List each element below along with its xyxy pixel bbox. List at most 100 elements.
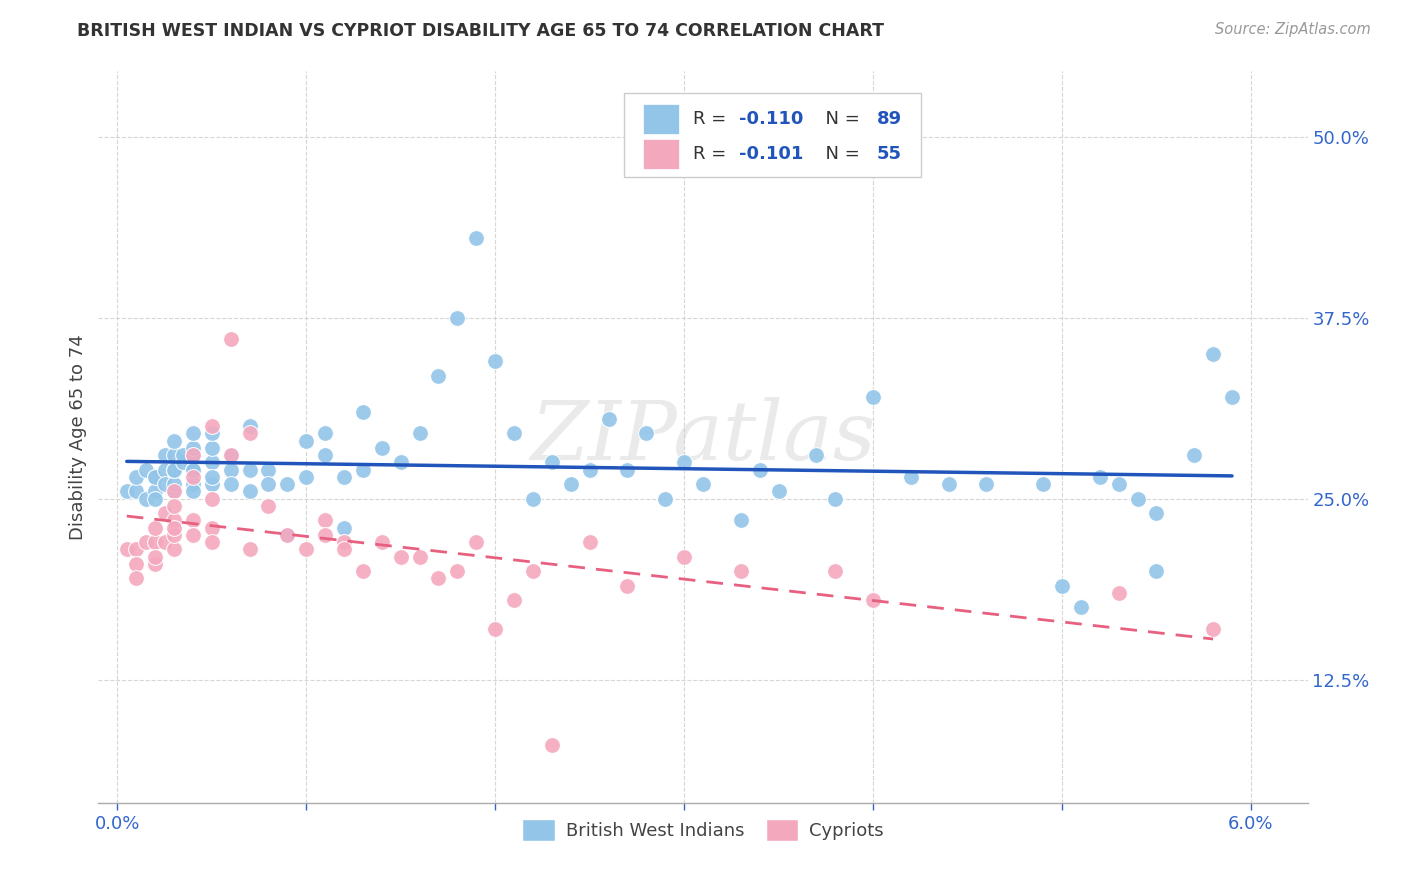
Point xyxy=(181,463,204,477)
Point xyxy=(181,484,204,499)
FancyBboxPatch shape xyxy=(624,94,921,178)
Point xyxy=(163,463,186,477)
Point xyxy=(181,513,204,527)
Text: -0.101: -0.101 xyxy=(740,145,804,163)
Point xyxy=(371,535,394,549)
Point xyxy=(976,477,998,491)
Point xyxy=(181,477,204,491)
Point xyxy=(1050,578,1073,592)
Point xyxy=(143,549,166,564)
Point xyxy=(172,455,194,469)
Point xyxy=(143,557,166,571)
Point xyxy=(143,470,166,484)
Legend: British West Indians, Cypriots: British West Indians, Cypriots xyxy=(515,812,891,848)
Point xyxy=(276,477,298,491)
Point xyxy=(143,520,166,534)
Point xyxy=(125,542,148,557)
Point xyxy=(446,564,468,578)
Point xyxy=(163,542,186,557)
Point xyxy=(1202,347,1225,361)
Point xyxy=(748,463,770,477)
Y-axis label: Disability Age 65 to 74: Disability Age 65 to 74 xyxy=(69,334,87,540)
Point xyxy=(900,470,922,484)
Point xyxy=(201,520,224,534)
Point xyxy=(352,564,374,578)
Point xyxy=(824,564,846,578)
Point xyxy=(181,463,204,477)
Point xyxy=(219,448,242,462)
Point xyxy=(201,419,224,434)
Point xyxy=(163,463,186,477)
Point xyxy=(1126,491,1149,506)
Point xyxy=(389,455,412,469)
Point xyxy=(578,535,600,549)
Bar xyxy=(643,139,679,169)
Point xyxy=(163,528,186,542)
Point xyxy=(352,463,374,477)
Point xyxy=(201,441,224,455)
Point xyxy=(446,310,468,325)
Point xyxy=(181,470,204,484)
Point xyxy=(598,412,620,426)
Point xyxy=(314,426,336,441)
Point xyxy=(1108,586,1130,600)
Point xyxy=(257,463,280,477)
Point xyxy=(115,542,138,557)
Point xyxy=(333,535,356,549)
Point xyxy=(143,484,166,499)
Point xyxy=(295,470,318,484)
Point xyxy=(125,470,148,484)
Point xyxy=(125,484,148,499)
Point xyxy=(143,470,166,484)
Point xyxy=(153,506,176,520)
Point xyxy=(181,448,204,462)
Point xyxy=(201,426,224,441)
Point xyxy=(163,484,186,499)
Point xyxy=(1070,600,1092,615)
Point xyxy=(806,448,828,462)
Point xyxy=(484,354,506,368)
Point xyxy=(153,463,176,477)
Point xyxy=(295,542,318,557)
Point xyxy=(1108,477,1130,491)
Point xyxy=(153,477,176,491)
Point xyxy=(616,578,638,592)
Point xyxy=(654,491,676,506)
Point xyxy=(503,593,526,607)
Point xyxy=(408,426,430,441)
Point xyxy=(522,491,544,506)
Point xyxy=(522,564,544,578)
Text: Source: ZipAtlas.com: Source: ZipAtlas.com xyxy=(1215,22,1371,37)
Point xyxy=(239,484,262,499)
Point xyxy=(1088,470,1111,484)
Text: R =: R = xyxy=(693,145,733,163)
Point xyxy=(163,448,186,462)
Point xyxy=(938,477,960,491)
Point xyxy=(314,448,336,462)
Point xyxy=(125,571,148,585)
Point xyxy=(115,484,138,499)
Text: 55: 55 xyxy=(877,145,903,163)
Point xyxy=(730,513,752,527)
Point xyxy=(276,528,298,542)
Point xyxy=(125,557,148,571)
Point xyxy=(673,455,696,469)
Point xyxy=(181,448,204,462)
Point xyxy=(427,571,450,585)
Point xyxy=(219,463,242,477)
Point xyxy=(1144,564,1167,578)
Point xyxy=(540,455,562,469)
Point xyxy=(163,477,186,491)
Point xyxy=(389,549,412,564)
Point xyxy=(163,434,186,448)
Point xyxy=(219,332,242,346)
Point xyxy=(239,463,262,477)
Point xyxy=(219,448,242,462)
Point xyxy=(503,426,526,441)
Point xyxy=(408,549,430,564)
Point xyxy=(143,535,166,549)
Point xyxy=(616,463,638,477)
Point xyxy=(181,528,204,542)
Point xyxy=(239,426,262,441)
Point xyxy=(352,405,374,419)
